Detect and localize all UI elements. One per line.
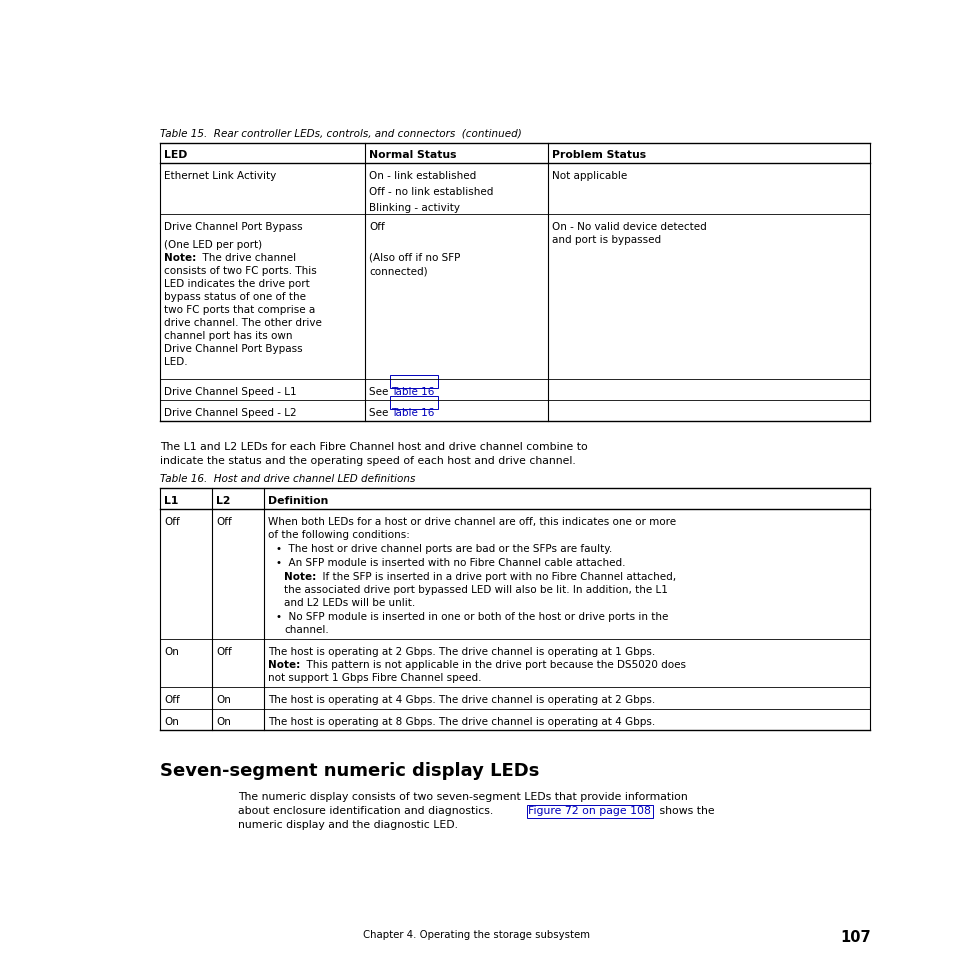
Text: (Also off if no SFP: (Also off if no SFP bbox=[369, 253, 460, 263]
Text: Figure 72 on page 108: Figure 72 on page 108 bbox=[527, 805, 650, 815]
Text: 107: 107 bbox=[840, 929, 870, 944]
Text: This pattern is not applicable in the drive port because the DS5020 does: This pattern is not applicable in the dr… bbox=[299, 659, 685, 669]
Text: Table 15.  Rear controller LEDs, controls, and connectors  (continued): Table 15. Rear controller LEDs, controls… bbox=[160, 128, 521, 138]
Text: The host is operating at 8 Gbps. The drive channel is operating at 4 Gbps.: The host is operating at 8 Gbps. The dri… bbox=[268, 717, 655, 726]
Text: (One LED per port): (One LED per port) bbox=[164, 240, 262, 250]
Text: The drive channel: The drive channel bbox=[195, 253, 295, 263]
Text: indicate the status and the operating speed of each host and drive channel.: indicate the status and the operating sp… bbox=[160, 456, 576, 465]
Text: •  An SFP module is inserted with no Fibre Channel cable attached.: • An SFP module is inserted with no Fibr… bbox=[275, 558, 625, 567]
Text: LED.: LED. bbox=[164, 356, 188, 367]
Text: On - link established: On - link established bbox=[369, 171, 476, 181]
Text: The host is operating at 4 Gbps. The drive channel is operating at 2 Gbps.: The host is operating at 4 Gbps. The dri… bbox=[268, 695, 655, 704]
Text: Off: Off bbox=[164, 695, 179, 704]
Text: On: On bbox=[164, 646, 178, 657]
Text: L2: L2 bbox=[215, 496, 231, 505]
Text: the associated drive port bypassed LED will also be lit. In addition, the L1: the associated drive port bypassed LED w… bbox=[284, 584, 667, 595]
Text: On - No valid device detected: On - No valid device detected bbox=[552, 222, 706, 232]
Text: not support 1 Gbps Fibre Channel speed.: not support 1 Gbps Fibre Channel speed. bbox=[268, 672, 481, 682]
Text: The L1 and L2 LEDs for each Fibre Channel host and drive channel combine to: The L1 and L2 LEDs for each Fibre Channe… bbox=[160, 441, 587, 452]
Text: Ethernet Link Activity: Ethernet Link Activity bbox=[164, 171, 276, 181]
Text: Off: Off bbox=[369, 222, 384, 232]
Text: numeric display and the diagnostic LED.: numeric display and the diagnostic LED. bbox=[237, 820, 457, 829]
Text: Note:: Note: bbox=[164, 253, 196, 263]
Text: Table 16: Table 16 bbox=[391, 387, 434, 396]
Text: On: On bbox=[215, 717, 231, 726]
Text: Off - no link established: Off - no link established bbox=[369, 187, 493, 196]
Text: Table 16: Table 16 bbox=[391, 408, 434, 417]
Text: When both LEDs for a host or drive channel are off, this indicates one or more: When both LEDs for a host or drive chann… bbox=[268, 517, 676, 526]
Text: Normal Status: Normal Status bbox=[369, 150, 456, 160]
Text: If the SFP is inserted in a drive port with no Fibre Channel attached,: If the SFP is inserted in a drive port w… bbox=[315, 572, 676, 581]
Text: L1: L1 bbox=[164, 496, 178, 505]
Text: On: On bbox=[164, 717, 178, 726]
Text: two FC ports that comprise a: two FC ports that comprise a bbox=[164, 305, 314, 314]
Text: •  The host or drive channel ports are bad or the SFPs are faulty.: • The host or drive channel ports are ba… bbox=[275, 543, 612, 554]
Text: bypass status of one of the: bypass status of one of the bbox=[164, 292, 306, 302]
Text: connected): connected) bbox=[369, 266, 427, 275]
Text: See: See bbox=[369, 408, 392, 417]
Text: Blinking - activity: Blinking - activity bbox=[369, 203, 459, 213]
Text: Note:: Note: bbox=[284, 572, 315, 581]
Text: The host is operating at 2 Gbps. The drive channel is operating at 1 Gbps.: The host is operating at 2 Gbps. The dri… bbox=[268, 646, 655, 657]
Text: about enclosure identification and diagnostics.: about enclosure identification and diagn… bbox=[237, 805, 497, 815]
Text: Note:: Note: bbox=[268, 659, 300, 669]
Text: On: On bbox=[215, 695, 231, 704]
Text: Seven-segment numeric display LEDs: Seven-segment numeric display LEDs bbox=[160, 761, 538, 780]
Text: See: See bbox=[369, 387, 392, 396]
Text: shows the: shows the bbox=[656, 805, 714, 815]
Text: Definition: Definition bbox=[268, 496, 328, 505]
Text: channel port has its own: channel port has its own bbox=[164, 331, 293, 340]
Text: Drive Channel Port Bypass: Drive Channel Port Bypass bbox=[164, 222, 302, 232]
Text: The numeric display consists of two seven-segment LEDs that provide information: The numeric display consists of two seve… bbox=[237, 791, 687, 801]
Text: LED indicates the drive port: LED indicates the drive port bbox=[164, 278, 310, 289]
Text: and port is bypassed: and port is bypassed bbox=[552, 234, 660, 245]
Text: drive channel. The other drive: drive channel. The other drive bbox=[164, 317, 321, 328]
Text: Drive Channel Speed - L1: Drive Channel Speed - L1 bbox=[164, 387, 296, 396]
Text: •  No SFP module is inserted in one or both of the host or drive ports in the: • No SFP module is inserted in one or bo… bbox=[275, 612, 668, 621]
Text: Not applicable: Not applicable bbox=[552, 171, 626, 181]
Text: LED: LED bbox=[164, 150, 187, 160]
Text: Drive Channel Speed - L2: Drive Channel Speed - L2 bbox=[164, 408, 296, 417]
Text: Off: Off bbox=[215, 517, 232, 526]
Text: Drive Channel Port Bypass: Drive Channel Port Bypass bbox=[164, 344, 302, 354]
Text: channel.: channel. bbox=[284, 624, 329, 635]
Text: Off: Off bbox=[164, 517, 179, 526]
Text: Chapter 4. Operating the storage subsystem: Chapter 4. Operating the storage subsyst… bbox=[363, 929, 590, 939]
Text: and L2 LEDs will be unlit.: and L2 LEDs will be unlit. bbox=[284, 598, 415, 607]
Text: Table 16.  Host and drive channel LED definitions: Table 16. Host and drive channel LED def… bbox=[160, 474, 415, 483]
Text: Problem Status: Problem Status bbox=[552, 150, 645, 160]
Text: Off: Off bbox=[215, 646, 232, 657]
Text: of the following conditions:: of the following conditions: bbox=[268, 530, 410, 539]
Text: consists of two FC ports. This: consists of two FC ports. This bbox=[164, 266, 316, 275]
